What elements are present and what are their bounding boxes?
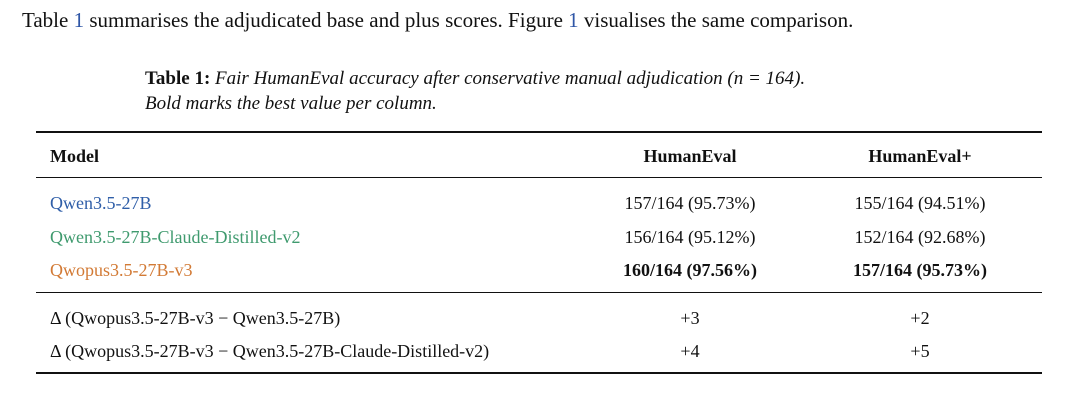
table-ref-link[interactable]: 1 xyxy=(73,8,85,32)
humaneval-plus-score: 155/164 (94.51%) xyxy=(854,193,986,213)
humaneval-plus-score: 157/164 (95.73%) xyxy=(853,260,987,280)
top-rule xyxy=(36,131,1042,133)
text: visualises the same comparison. xyxy=(578,8,854,32)
caption-text: ). xyxy=(794,68,806,89)
model-name: Qwen3.5-27B xyxy=(50,193,152,213)
humaneval-score: 156/164 (95.12%) xyxy=(624,227,756,247)
delta-humaneval: +3 xyxy=(680,308,700,328)
header-humaneval: HumanEval xyxy=(643,146,737,166)
humaneval-score: 157/164 (95.73%) xyxy=(624,193,756,213)
table-caption: Table 1: Fair HumanEval accuracy after c… xyxy=(145,66,805,116)
delta-row: Δ (Qwopus3.5-27B-v3 − Qwen3.5-27B) +3 +2 xyxy=(50,308,1040,336)
humaneval-score: 160/164 (97.56%) xyxy=(623,260,757,280)
caption-text: Fair HumanEval accuracy after conservati… xyxy=(215,68,734,89)
mid-rule xyxy=(36,292,1042,293)
caption-text: Bold marks the best value per column. xyxy=(145,93,437,114)
text: Table xyxy=(22,8,74,32)
table-row: Qwen3.5-27B-Claude-Distilled-v2 156/164 … xyxy=(50,227,1040,255)
bottom-rule xyxy=(36,372,1042,374)
delta-label: Δ (Qwopus3.5-27B-v3 − Qwen3.5-27B) xyxy=(50,308,341,328)
delta-row: Δ (Qwopus3.5-27B-v3 − Qwen3.5-27B-Claude… xyxy=(50,341,1040,369)
delta-humaneval-plus: +2 xyxy=(910,308,930,328)
delta-label: Δ (Qwopus3.5-27B-v3 − Qwen3.5-27B-Claude… xyxy=(50,341,490,361)
figure-ref-link[interactable]: 1 xyxy=(568,8,579,32)
delta-humaneval-plus: +5 xyxy=(910,341,930,361)
caption-math: n = 164 xyxy=(733,68,795,89)
header-model: Model xyxy=(50,146,99,166)
intro-paragraph: Table 1 summarises the adjudicated base … xyxy=(22,8,853,33)
table-row: Qwopus3.5-27B-v3 160/164 (97.56%) 157/16… xyxy=(50,260,1040,288)
model-name: Qwen3.5-27B-Claude-Distilled-v2 xyxy=(50,227,301,247)
table-row: Qwen3.5-27B 157/164 (95.73%) 155/164 (94… xyxy=(50,193,1040,221)
header-row: Model HumanEval HumanEval+ xyxy=(50,146,1040,174)
mid-rule xyxy=(36,177,1042,178)
model-name: Qwopus3.5-27B-v3 xyxy=(50,260,193,280)
humaneval-plus-score: 152/164 (92.68%) xyxy=(854,227,986,247)
text: summarises the adjudicated base and plus… xyxy=(84,8,569,32)
header-humaneval-plus: HumanEval+ xyxy=(868,146,972,166)
caption-label: Table 1: xyxy=(145,68,211,89)
delta-humaneval: +4 xyxy=(680,341,700,361)
